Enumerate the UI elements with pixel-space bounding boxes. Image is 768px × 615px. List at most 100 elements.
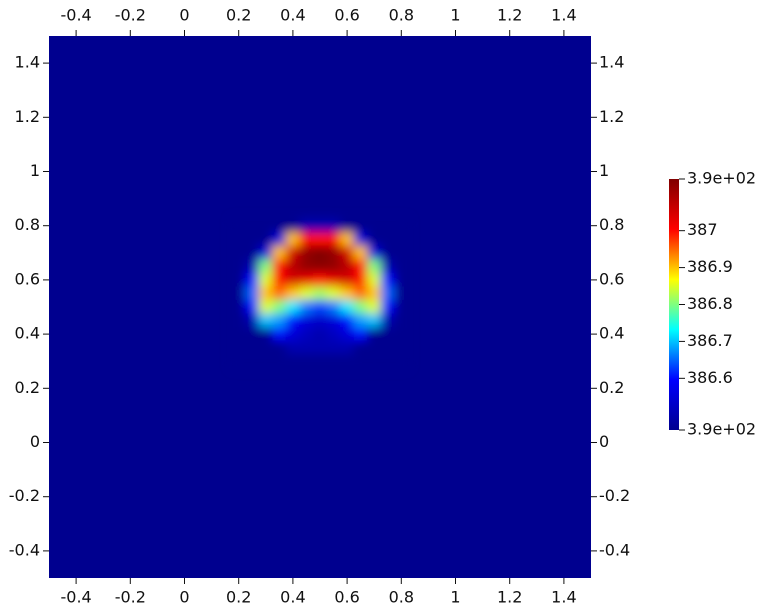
x-tick-label: 0.4 xyxy=(280,6,305,25)
field-cell xyxy=(299,272,314,287)
field-cell xyxy=(367,327,382,342)
field-cell xyxy=(326,218,341,233)
field-cell xyxy=(312,354,328,369)
field-cell xyxy=(272,340,287,355)
field-cell xyxy=(380,259,395,274)
field-cell xyxy=(380,286,395,301)
field-cell xyxy=(299,286,314,301)
field-cell xyxy=(245,259,260,274)
field-cell xyxy=(272,354,287,369)
field-cell xyxy=(326,354,341,369)
field-cell xyxy=(326,313,341,328)
field-cell xyxy=(394,286,409,301)
field-cell xyxy=(299,313,314,328)
field-cell xyxy=(258,286,273,301)
field-cell xyxy=(326,272,341,287)
field-cell xyxy=(340,340,355,355)
x-tick-label: 0 xyxy=(179,588,189,607)
field-cell xyxy=(367,218,382,233)
field-cell xyxy=(326,259,341,274)
field-cell xyxy=(245,299,260,315)
field-cell xyxy=(394,232,409,247)
field-cell xyxy=(285,232,300,247)
field-cell xyxy=(272,299,287,315)
field-cell xyxy=(245,340,260,355)
field-cell xyxy=(231,299,246,315)
field-cell xyxy=(258,218,273,233)
x-tick-label: 0.2 xyxy=(226,588,251,607)
colorbar-tick-label: 386.8 xyxy=(687,294,733,313)
field-cell xyxy=(394,259,409,274)
field-cell xyxy=(353,245,368,260)
field-cell xyxy=(312,299,328,315)
y-tick-label: 0.8 xyxy=(15,215,40,234)
field-cell xyxy=(353,232,368,247)
field-cell xyxy=(231,327,246,342)
field-cell xyxy=(340,299,355,315)
field-cell xyxy=(367,272,382,287)
field-cell xyxy=(272,245,287,260)
y-tick-label: 0.6 xyxy=(15,269,40,288)
field-cell xyxy=(312,286,328,301)
field-cell xyxy=(245,218,260,233)
field-cell xyxy=(367,313,382,328)
y-tick-label: -0.2 xyxy=(599,486,630,505)
field-cell xyxy=(326,340,341,355)
field-cell xyxy=(245,245,260,260)
colorbar-tick-label: 386.9 xyxy=(687,257,733,276)
y-tick-label: 0 xyxy=(599,432,609,451)
field-cell xyxy=(326,286,341,301)
field-cell xyxy=(285,340,300,355)
x-tick-label: 1 xyxy=(450,588,460,607)
field-cell xyxy=(299,340,314,355)
field-cell xyxy=(367,286,382,301)
y-tick-label: 0.6 xyxy=(599,269,624,288)
field-cell xyxy=(272,218,287,233)
field-cell xyxy=(312,218,328,233)
field-cell xyxy=(258,232,273,247)
y-tick-label: 1.2 xyxy=(15,107,40,126)
field-cell xyxy=(299,327,314,342)
field-cell xyxy=(312,272,328,287)
field-cell xyxy=(231,354,246,369)
colorbar-tick-label: 386.6 xyxy=(687,368,733,387)
field-cell xyxy=(394,313,409,328)
field-cell xyxy=(367,299,382,315)
field-cell xyxy=(272,272,287,287)
y-tick-label: -0.4 xyxy=(9,540,40,559)
x-tick-label: -0.4 xyxy=(60,6,91,25)
y-tick-label: 1.2 xyxy=(599,107,624,126)
colorbar-tick-label: 3.9e+02 xyxy=(687,420,756,439)
x-tick-label: 1.4 xyxy=(551,588,576,607)
field-cell xyxy=(231,245,246,260)
field-cell xyxy=(258,354,273,369)
field-cell xyxy=(380,245,395,260)
field-cell xyxy=(299,245,314,260)
field-cell xyxy=(340,354,355,369)
field-cell xyxy=(394,327,409,342)
x-tick-label: 1.2 xyxy=(497,588,522,607)
colorbar xyxy=(669,179,679,430)
y-tick-label: 0 xyxy=(30,432,40,451)
field-cell xyxy=(326,245,341,260)
y-tick-label: 1 xyxy=(599,161,609,180)
field-cell xyxy=(380,327,395,342)
field-cell xyxy=(340,245,355,260)
field-cell xyxy=(245,272,260,287)
field-cell xyxy=(380,354,395,369)
field-cell xyxy=(394,272,409,287)
field-cell xyxy=(353,272,368,287)
field-cell xyxy=(326,327,341,342)
field-cell xyxy=(326,232,341,247)
field-cell xyxy=(258,299,273,315)
colorbar-tick-label: 386.7 xyxy=(687,331,733,350)
field-cell xyxy=(380,272,395,287)
field-cell xyxy=(353,313,368,328)
x-tick-label: 0.2 xyxy=(226,6,251,25)
field-cell xyxy=(394,299,409,315)
field-cell xyxy=(312,245,328,260)
field-cell xyxy=(380,232,395,247)
y-tick-label: -0.2 xyxy=(9,486,40,505)
y-tick-label: 0.2 xyxy=(599,378,624,397)
field-cell xyxy=(353,286,368,301)
